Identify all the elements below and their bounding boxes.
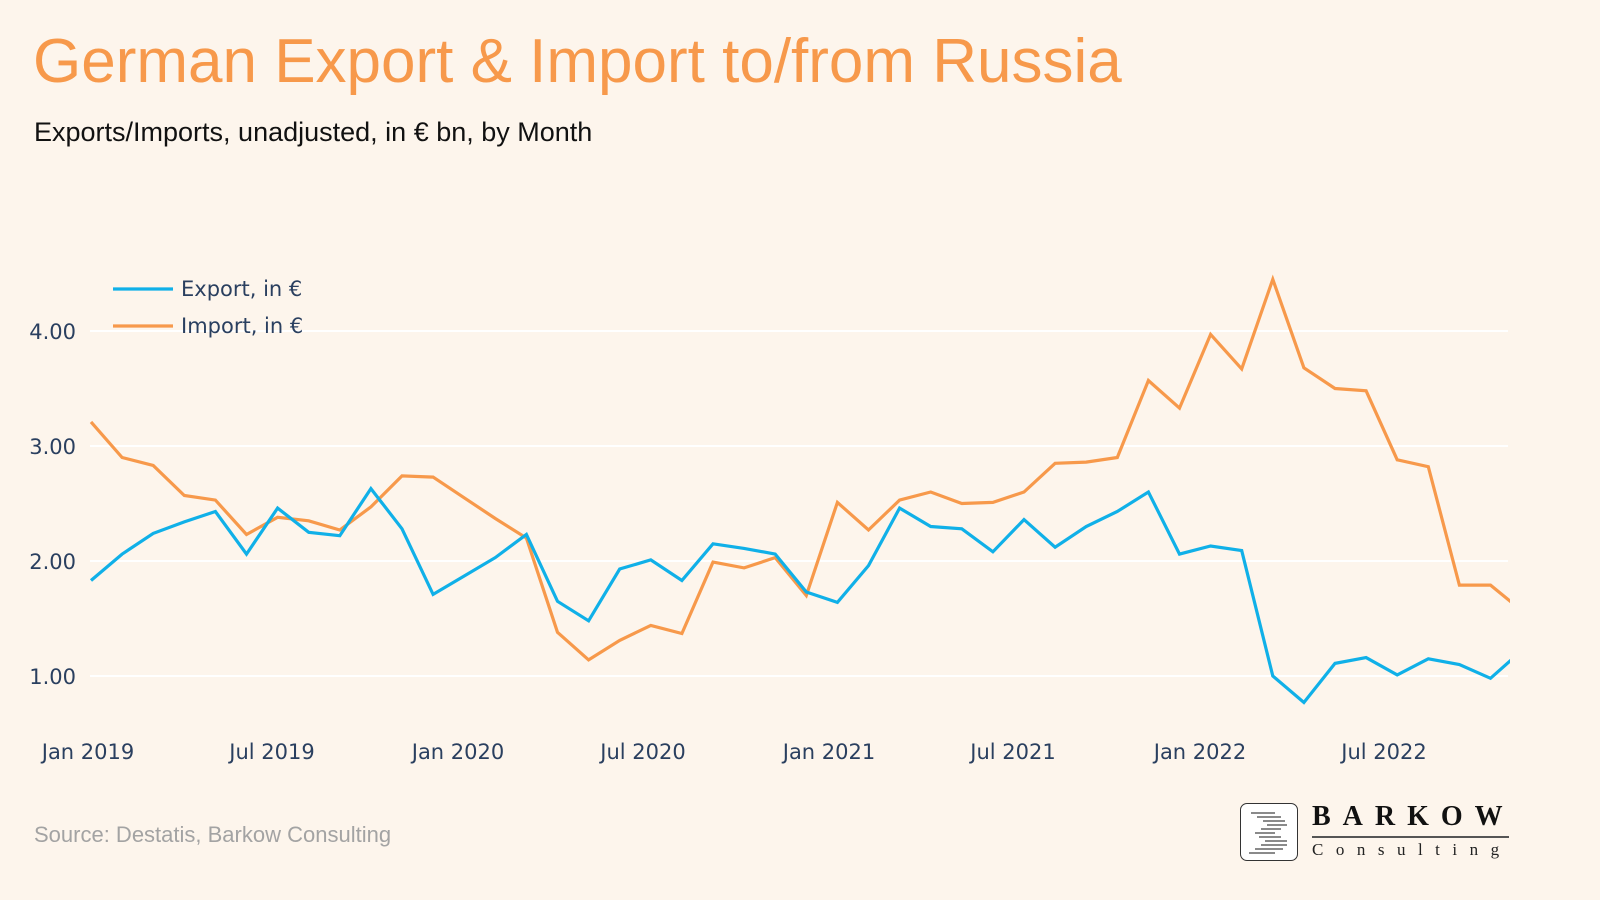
y-tick-label: 3.00: [29, 435, 76, 459]
import-legend-label: Import, in €: [181, 314, 303, 338]
legend-item-import[interactable]: Import, in €: [113, 314, 303, 338]
import-series-line[interactable]: [89, 274, 1522, 662]
logo-subtitle: Consulting: [1312, 840, 1512, 859]
x-tick-label: Jan 2021: [781, 740, 876, 764]
legend: Export, in € Import, in €: [113, 277, 303, 338]
logo-name: BARKOW: [1312, 801, 1515, 832]
y-tick-label: 1.00: [29, 665, 76, 689]
logo-mark-icon: [1240, 803, 1298, 861]
chart-title: German Export & Import to/from Russia: [33, 27, 1122, 96]
source-note: Source: Destatis, Barkow Consulting: [34, 822, 392, 847]
x-tick-label: Jan 2019: [40, 740, 135, 764]
gridlines: [90, 330, 1508, 677]
export-legend-label: Export, in €: [181, 277, 302, 301]
chart-subtitle: Exports/Imports, unadjusted, in € bn, by…: [34, 117, 593, 147]
x-tick-label: Jan 2022: [1152, 740, 1247, 764]
legend-item-export[interactable]: Export, in €: [113, 277, 302, 301]
y-tick-label: 2.00: [29, 550, 76, 574]
x-tick-label: Jan 2020: [410, 740, 505, 764]
x-tick-label: Jul 2019: [227, 740, 314, 764]
y-tick-label: 4.00: [29, 320, 76, 344]
logo-divider: [1312, 836, 1509, 838]
y-axis: 1.00 2.00 3.00 4.00: [29, 320, 76, 689]
x-tick-label: Jul 2022: [1339, 740, 1426, 764]
x-tick-label: Jul 2021: [968, 740, 1055, 764]
export-series-line[interactable]: [89, 485, 1522, 705]
x-axis: Jan 2019 Jul 2019 Jan 2020 Jul 2020 Jan 2021…: [40, 740, 1427, 764]
barkow-logo: BARKOW Consulting: [1240, 801, 1520, 865]
x-tick-label: Jul 2020: [598, 740, 685, 764]
